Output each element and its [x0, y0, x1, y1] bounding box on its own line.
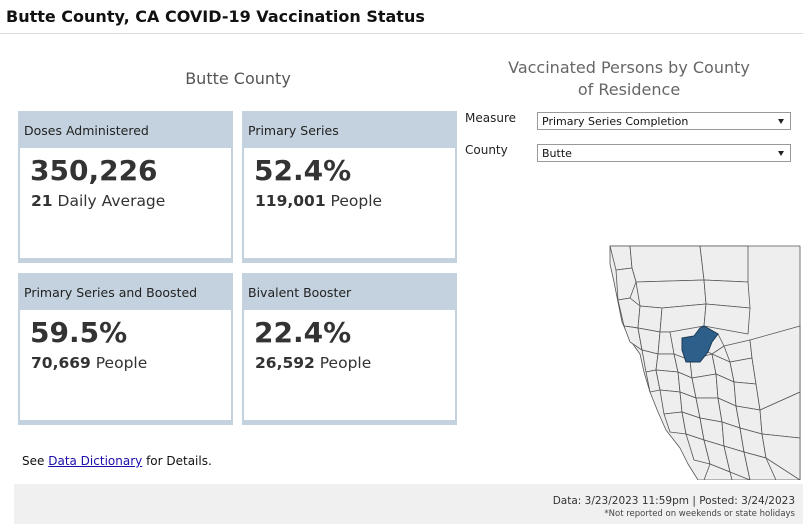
footer-note: *Not reported on weekends or state holid… — [604, 509, 795, 519]
card-subtext: 26,592 People — [255, 354, 371, 372]
data-dictionary-link[interactable]: Data Dictionary — [48, 454, 143, 468]
county-region — [729, 357, 757, 385]
card-subtext: 119,001 People — [255, 192, 382, 210]
dropdown-arrow-icon — [778, 151, 784, 156]
county-region — [637, 305, 663, 333]
card-value: 350,226 — [30, 154, 158, 187]
footer: Data: 3/23/2023 11:59pm | Posted: 3/24/2… — [14, 484, 803, 524]
primary-series-card: Primary Series 52.4% 119,001 People — [242, 111, 457, 263]
card-body: 350,226 21 Daily Average — [20, 148, 231, 258]
county-region — [703, 463, 733, 480]
card-sub-label: People — [330, 192, 383, 210]
page-title: Butte County, CA COVID-19 Vaccination St… — [6, 7, 425, 26]
card-body: 59.5% 70,669 People — [20, 310, 231, 420]
card-label: Doses Administered — [24, 123, 149, 138]
page-header: Butte County, CA COVID-19 Vaccination St… — [0, 0, 803, 34]
county-region — [743, 451, 777, 480]
card-header: Primary Series and Boosted — [18, 273, 233, 310]
measure-select[interactable]: Primary Series Completion — [537, 112, 791, 130]
card-label: Bivalent Booster — [248, 285, 352, 300]
county-region — [635, 279, 707, 309]
county-region — [761, 433, 801, 480]
county-region — [749, 325, 801, 411]
card-header: Doses Administered — [18, 111, 233, 148]
card-value: 52.4% — [254, 154, 352, 187]
county-region — [659, 389, 683, 415]
card-sub-label: People — [95, 354, 148, 372]
card-header: Primary Series — [242, 111, 457, 148]
county-region — [691, 373, 719, 399]
county-label: County — [465, 143, 508, 157]
county-region — [655, 369, 681, 393]
card-value: 59.5% — [30, 316, 128, 349]
county-region — [703, 279, 751, 309]
card-sub-number: 70,669 — [31, 354, 91, 372]
see-prefix: See — [22, 454, 45, 468]
data-posted-date: Data: 3/23/2023 11:59pm | Posted: 3/24/2… — [552, 495, 795, 507]
dropdown-arrow-icon — [778, 119, 784, 124]
card-label: Primary Series — [248, 123, 339, 138]
card-sub-number: 26,592 — [255, 354, 315, 372]
card-label: Primary Series and Boosted — [24, 285, 198, 300]
card-sub-label: People — [319, 354, 372, 372]
measure-select-value: Primary Series Completion — [542, 115, 689, 128]
card-sub-number: 119,001 — [255, 192, 326, 210]
primary-series-boosted-card: Primary Series and Boosted 59.5% 70,669 … — [18, 273, 233, 425]
butte-county-highlight — [681, 325, 719, 363]
county-region — [629, 245, 705, 283]
county-region — [615, 267, 637, 301]
county-select-value: Butte — [542, 147, 572, 160]
california-county-map[interactable] — [600, 242, 802, 480]
county-region — [659, 303, 707, 333]
county-select[interactable]: Butte — [537, 144, 791, 162]
card-sub-number: 21 — [31, 192, 53, 210]
measure-label: Measure — [465, 111, 516, 125]
card-header: Bivalent Booster — [242, 273, 457, 310]
county-region — [703, 303, 751, 335]
doses-administered-card: Doses Administered 350,226 21 Daily Aver… — [18, 111, 233, 263]
card-value: 22.4% — [254, 316, 352, 349]
map-panel-title: Vaccinated Persons by County of Residenc… — [508, 58, 750, 99]
card-body: 22.4% 26,592 People — [244, 310, 455, 420]
county-region — [699, 245, 749, 283]
card-subtext: 21 Daily Average — [31, 192, 165, 210]
card-subtext: 70,669 People — [31, 354, 147, 372]
county-region — [723, 445, 751, 480]
card-body: 52.4% 119,001 People — [244, 148, 455, 258]
data-dictionary-note: See Data Dictionary for Details. — [22, 454, 212, 468]
county-shapes — [609, 245, 801, 480]
bivalent-booster-card: Bivalent Booster 22.4% 26,592 People — [242, 273, 457, 425]
see-suffix: for Details. — [146, 454, 212, 468]
county-panel-title: Butte County — [185, 69, 291, 88]
card-sub-label: Daily Average — [57, 192, 166, 210]
